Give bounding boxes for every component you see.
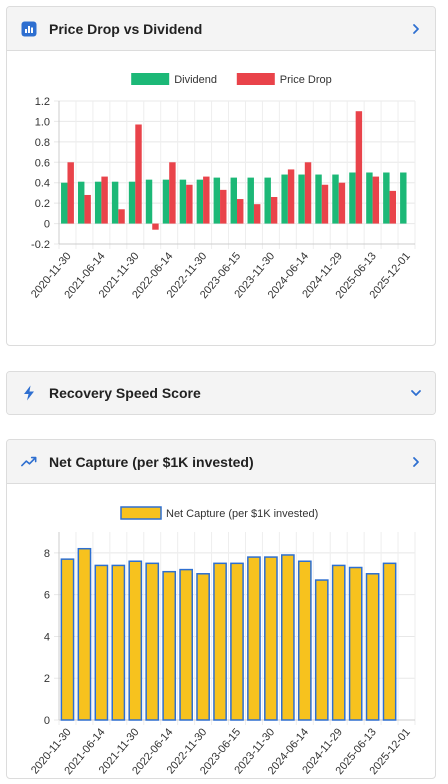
bar-net-capture-per-1k-invested bbox=[331, 564, 346, 721]
bar-price-drop bbox=[135, 124, 142, 224]
bar-net-capture-per-1k-invested bbox=[348, 566, 363, 721]
net-capture-panel: Net Capture (per $1K invested) 0 2 4 6 8 2020… bbox=[6, 439, 436, 779]
recovery-speed-score-header[interactable]: Recovery Speed Score bbox=[7, 372, 435, 414]
bar-net-capture-per-1k-invested bbox=[382, 562, 397, 721]
bar-dividend bbox=[264, 177, 271, 224]
bar-net-capture-per-1k-invested bbox=[128, 560, 143, 721]
recovery-speed-score-panel: Recovery Speed Score bbox=[6, 371, 436, 415]
bar-net-capture-per-1k-invested bbox=[162, 570, 177, 721]
bar-dividend bbox=[281, 174, 288, 224]
y-tick-label: 6 bbox=[44, 590, 50, 602]
bar-dividend bbox=[230, 177, 237, 224]
bar-dividend bbox=[196, 179, 204, 224]
bar-price-drop bbox=[152, 223, 159, 230]
bar-price-drop bbox=[169, 162, 176, 224]
panel-title: Price Drop vs Dividend bbox=[49, 20, 203, 37]
y-tick-label: 0.6 bbox=[35, 157, 50, 169]
bar-dividend bbox=[315, 174, 322, 224]
y-tick-label: 0.2 bbox=[35, 198, 50, 210]
legend-swatch bbox=[120, 506, 162, 520]
net-capture-header[interactable]: Net Capture (per $1K invested) bbox=[7, 440, 435, 484]
bar-price-drop bbox=[203, 176, 210, 224]
trending-up-icon bbox=[21, 454, 37, 470]
bar-price-drop bbox=[389, 190, 397, 224]
bar-dividend bbox=[383, 172, 390, 224]
bar-price-drop bbox=[67, 162, 74, 224]
bar-net-capture-per-1k-invested bbox=[365, 573, 380, 721]
price-drop-vs-dividend-header[interactable]: Price Drop vs Dividend bbox=[7, 7, 435, 51]
bar-price-drop bbox=[372, 176, 380, 224]
bar-net-capture-per-1k-invested bbox=[196, 573, 210, 721]
bar-net-capture-per-1k-invested bbox=[60, 558, 75, 721]
bar-chart-icon bbox=[21, 21, 37, 37]
y-tick-label: 0 bbox=[44, 219, 50, 231]
y-tick-label: -0.2 bbox=[31, 239, 50, 251]
legend-label: Dividend bbox=[174, 74, 217, 86]
bar-dividend bbox=[145, 179, 153, 224]
bar-dividend bbox=[162, 179, 170, 224]
y-tick-label: 4 bbox=[44, 631, 50, 643]
bar-price-drop bbox=[101, 176, 108, 224]
y-tick-label: 1.2 bbox=[35, 96, 50, 108]
y-tick-label: 0.4 bbox=[35, 178, 50, 190]
bar-price-drop bbox=[321, 184, 329, 224]
bar-dividend bbox=[247, 177, 254, 224]
bar-dividend bbox=[366, 172, 373, 224]
lightning-bolt-icon bbox=[21, 385, 37, 401]
legend-label: Price Drop bbox=[280, 74, 332, 86]
y-tick-label: 8 bbox=[44, 548, 50, 560]
y-tick-label: 0.8 bbox=[35, 137, 50, 149]
bar-net-capture-per-1k-invested bbox=[77, 547, 92, 721]
bar-net-capture-per-1k-invested bbox=[213, 562, 227, 721]
bar-dividend bbox=[298, 174, 305, 224]
legend-swatch bbox=[131, 73, 170, 85]
legend-label: Net Capture (per $1K invested) bbox=[166, 508, 318, 520]
bar-dividend bbox=[77, 181, 85, 224]
bar-dividend bbox=[111, 181, 119, 224]
chevron-right-icon[interactable] bbox=[409, 455, 423, 469]
bar-dividend bbox=[128, 181, 136, 224]
price-drop-vs-dividend-panel: Price Drop vs Dividend -0.2 0 0.2 0.4 0.6 0.8… bbox=[6, 6, 436, 346]
bar-price-drop bbox=[84, 194, 91, 224]
bar-dividend bbox=[349, 172, 356, 224]
y-tick-label: 0 bbox=[44, 715, 50, 727]
bar-net-capture-per-1k-invested bbox=[297, 560, 312, 721]
net-capture-chart: 024682020-11-302021-06-142021-11-302022-… bbox=[29, 506, 416, 777]
bar-net-capture-per-1k-invested bbox=[94, 564, 109, 721]
bar-dividend bbox=[213, 177, 221, 224]
bar-price-drop bbox=[355, 111, 363, 224]
bar-net-capture-per-1k-invested bbox=[145, 562, 160, 721]
bar-net-capture-per-1k-invested bbox=[247, 556, 261, 721]
bar-net-capture-per-1k-invested bbox=[230, 562, 244, 721]
bar-price-drop bbox=[253, 204, 261, 224]
bar-dividend bbox=[61, 182, 68, 224]
bar-net-capture-per-1k-invested bbox=[314, 579, 329, 721]
chevron-right-icon[interactable] bbox=[409, 22, 423, 36]
bar-price-drop bbox=[220, 189, 227, 224]
bar-net-capture-per-1k-invested bbox=[111, 564, 126, 721]
bar-price-drop bbox=[338, 182, 346, 224]
bar-dividend bbox=[179, 179, 187, 224]
chevron-down-icon[interactable] bbox=[409, 386, 423, 400]
bar-price-drop bbox=[304, 162, 312, 224]
bar-dividend bbox=[400, 172, 407, 224]
bar-price-drop bbox=[270, 197, 278, 224]
panel-title: Net Capture (per $1K invested) bbox=[49, 453, 254, 470]
y-tick-label: 2 bbox=[44, 673, 50, 685]
bar-price-drop bbox=[237, 199, 244, 224]
bar-price-drop bbox=[118, 209, 125, 224]
bar-price-drop bbox=[186, 184, 193, 224]
bar-price-drop bbox=[287, 169, 295, 224]
y-tick-label: 1.0 bbox=[35, 116, 50, 128]
panel-title: Recovery Speed Score bbox=[49, 385, 201, 401]
bar-dividend bbox=[94, 181, 102, 224]
bar-dividend bbox=[332, 174, 339, 224]
bar-net-capture-per-1k-invested bbox=[281, 554, 295, 721]
legend-swatch bbox=[236, 73, 275, 85]
bar-net-capture-per-1k-invested bbox=[264, 556, 278, 721]
price-drop-vs-dividend-chart: -0.200.20.40.60.81.01.22020-11-302021-06… bbox=[29, 73, 416, 301]
bar-net-capture-per-1k-invested bbox=[179, 568, 193, 721]
